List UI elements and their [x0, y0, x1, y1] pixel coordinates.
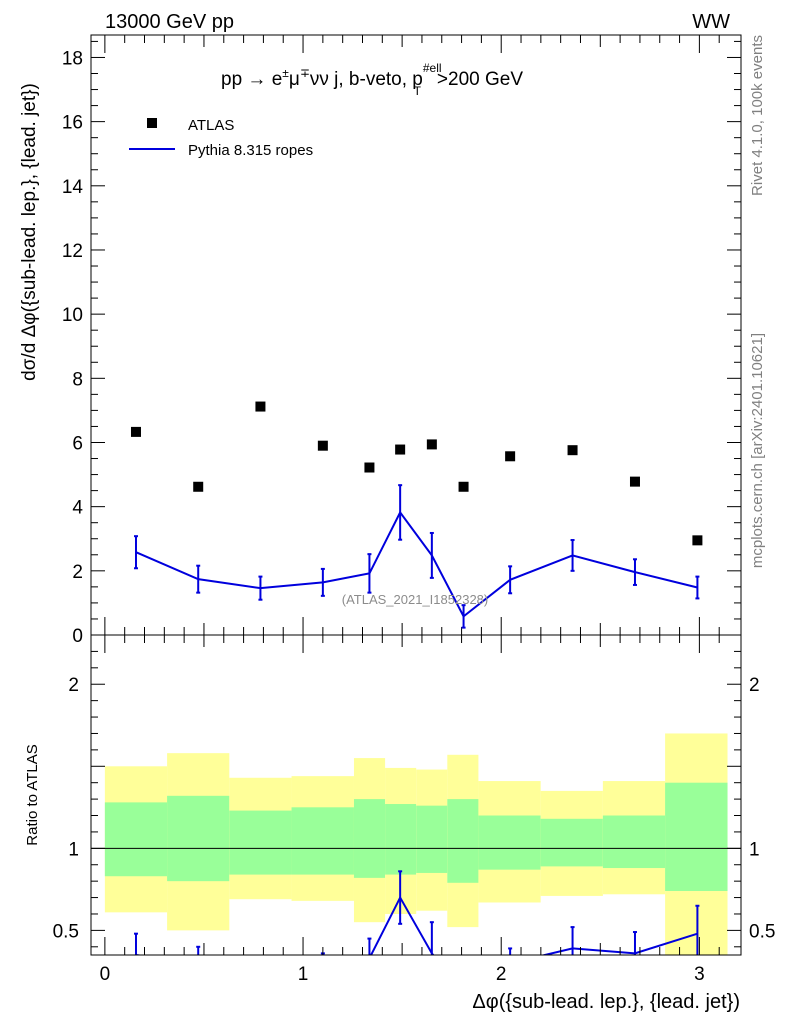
main-ytick-label: 6: [72, 433, 83, 454]
main-ytick-label: 8: [72, 369, 83, 390]
ratio-band-1sigma: [447, 799, 479, 883]
ratio-band-1sigma: [416, 805, 448, 873]
analysis-watermark: (ATLAS_2021_I1852328): [342, 592, 488, 607]
mcplots-label: mcplots.cern.ch [arXiv:2401.10621]: [749, 333, 766, 568]
ratio-ytick-label-right: 2: [749, 675, 760, 696]
process-label: WW: [692, 11, 730, 33]
atlas-point: [255, 401, 266, 412]
atlas-point: [692, 535, 703, 546]
atlas-point: [395, 444, 406, 455]
main-ylabel: dσ/d Δφ({sub-lead. lep.}, {lead. jet}): [19, 83, 40, 381]
ratio-panel: 0.5 0.5 1 1 2 2 0 1 2 3: [53, 634, 775, 985]
main-ytick-label: 10: [62, 305, 83, 326]
energy-label: 13000 GeV pp: [105, 11, 234, 33]
atlas-point: [629, 476, 640, 487]
plot-title: pp → e±μ∓νν j, b-veto, p#ell T>200 GeV: [221, 61, 523, 98]
main-panel: 0 2 4 6 8 10 12 14 16 18: [62, 34, 742, 647]
pythia-line: [135, 510, 698, 618]
legend-marker-atlas: [147, 118, 157, 128]
ratio-ytick-label-right: 0.5: [749, 921, 775, 942]
ratio-ytick-label-left: 1: [68, 839, 79, 860]
ratio-band-1sigma: [291, 807, 354, 875]
xtick-label: 0: [100, 964, 111, 985]
ratio-band-1sigma: [229, 810, 292, 875]
main-axis-ticks: 0 2 4 6 8 10 12 14 16 18: [62, 35, 741, 647]
legend: ATLAS Pythia 8.315 ropes: [129, 117, 313, 159]
atlas-point: [364, 462, 375, 473]
ratio-band-1sigma: [167, 795, 230, 882]
ratio-band-1sigma: [540, 818, 603, 867]
ratio-series: [133, 870, 700, 955]
main-ytick-label: 14: [62, 177, 84, 198]
ratio-bands: [104, 733, 728, 955]
atlas-point: [567, 445, 578, 456]
xtick-label: 3: [694, 964, 705, 985]
ratio-ytick-label-right: 1: [749, 839, 760, 860]
ratio-band-1sigma: [104, 802, 168, 877]
xtick-label: 1: [298, 964, 309, 985]
xlabel: Δφ({sub-lead. lep.}, {lead. jet}): [472, 991, 740, 1013]
ratio-line: [135, 895, 698, 955]
main-ytick-label: 2: [72, 562, 83, 583]
main-series: [130, 401, 703, 629]
main-ytick-label: 0: [72, 626, 83, 647]
ratio-ylabel: Ratio to ATLAS: [24, 744, 41, 845]
ratio-band-1sigma: [665, 782, 728, 891]
ratio-band-1sigma: [385, 804, 417, 875]
legend-label-atlas: ATLAS: [188, 117, 234, 134]
ratio-band-1sigma: [478, 815, 541, 870]
ratio-band-1sigma: [602, 815, 666, 869]
atlas-point: [193, 481, 204, 492]
ratio-ytick-label-left: 0.5: [53, 921, 79, 942]
ratio-frame: [90, 634, 742, 956]
atlas-point: [505, 451, 516, 462]
legend-label-pythia: Pythia 8.315 ropes: [188, 142, 313, 159]
ratio-axis-ticks: 0.5 0.5 1 1 2 2 0 1 2 3: [53, 634, 775, 985]
atlas-point: [130, 426, 141, 437]
main-ytick-label: 4: [72, 498, 83, 519]
atlas-point: [426, 439, 437, 450]
atlas-point: [458, 481, 469, 492]
xtick-label: 2: [496, 964, 507, 985]
main-ytick-label: 12: [62, 241, 83, 262]
ratio-series-group: [133, 870, 700, 955]
rivet-label: Rivet 4.1.0, 100k events: [749, 35, 766, 196]
atlas-point: [317, 440, 328, 451]
ratio-ytick-label-left: 2: [68, 675, 79, 696]
main-ytick-label: 18: [62, 48, 83, 69]
main-ytick-label: 16: [62, 113, 83, 134]
ratio-band-1sigma: [353, 799, 386, 878]
